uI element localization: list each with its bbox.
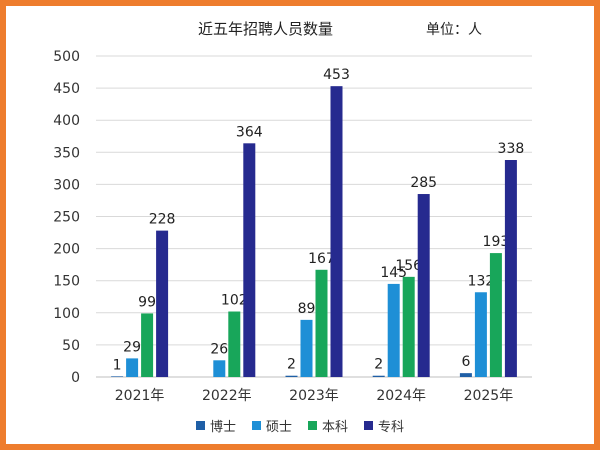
bar (126, 358, 139, 377)
x-tick-label: 2022年 (202, 388, 252, 404)
bar (474, 292, 487, 377)
data-label: 228 (149, 212, 176, 228)
y-tick-label: 400 (53, 113, 80, 129)
unit-label: 单位：人 (426, 22, 482, 38)
bar (156, 230, 169, 377)
bar (417, 194, 430, 377)
y-tick-label: 200 (53, 242, 80, 258)
x-tick-label: 2024年 (376, 388, 426, 404)
legend: 博士 硕士 本科 专科 (0, 416, 600, 435)
y-tick-label: 0 (71, 370, 80, 386)
legend-label: 博士 (209, 420, 236, 435)
bar (213, 360, 226, 377)
x-tick-label: 2023年 (289, 388, 339, 404)
bar (402, 276, 415, 377)
data-label: 89 (298, 301, 316, 317)
legend-label: 专科 (378, 420, 405, 435)
y-tick-label: 100 (53, 306, 80, 322)
bar (111, 376, 124, 377)
y-tick-label: 300 (53, 177, 80, 193)
bar (489, 253, 502, 377)
data-label: 26 (210, 341, 228, 357)
data-label: 132 (468, 273, 495, 289)
bar (243, 143, 256, 377)
legend-swatch (308, 421, 317, 430)
data-label: 285 (410, 175, 437, 191)
bar (459, 373, 472, 377)
legend-swatch (195, 421, 205, 430)
bar (300, 319, 313, 377)
bar (315, 269, 328, 377)
data-label: 102 (221, 293, 248, 309)
data-label: 453 (323, 67, 350, 83)
chart-title: 近五年招聘人员数量 (198, 20, 334, 38)
data-label: 1 (113, 357, 122, 373)
bar (228, 311, 241, 377)
legend-item: 博士 (195, 416, 236, 435)
data-label: 2 (374, 357, 383, 373)
data-label: 145 (380, 265, 407, 281)
data-label: 2 (287, 357, 296, 373)
bar (372, 375, 385, 377)
y-tick-label: 500 (53, 49, 80, 65)
data-label: 29 (123, 339, 141, 355)
data-label: 364 (236, 124, 263, 140)
bar (504, 160, 517, 377)
legend-swatch (251, 421, 261, 430)
y-tick-label: 250 (53, 210, 80, 226)
bar (141, 313, 154, 377)
legend-label: 本科 (322, 420, 349, 435)
bar (387, 283, 400, 377)
legend-label: 硕士 (265, 420, 292, 435)
bar (285, 375, 298, 377)
data-label: 338 (498, 141, 525, 157)
legend-item: 本科 (308, 416, 348, 435)
data-label: 167 (308, 251, 335, 267)
data-label: 193 (483, 234, 510, 250)
y-tick-label: 350 (53, 145, 80, 161)
data-label: 6 (461, 354, 470, 370)
legend-swatch (364, 421, 374, 430)
data-label: 99 (138, 294, 156, 310)
x-tick-label: 2025年 (464, 388, 514, 404)
y-tick-label: 450 (53, 81, 80, 97)
y-tick-label: 50 (62, 338, 80, 354)
data-label: 156 (395, 258, 422, 274)
legend-item: 专科 (364, 416, 404, 435)
bar (330, 86, 343, 377)
legend-item: 硕士 (251, 416, 292, 435)
y-tick-label: 150 (53, 274, 80, 290)
x-tick-label: 2021年 (115, 388, 165, 404)
